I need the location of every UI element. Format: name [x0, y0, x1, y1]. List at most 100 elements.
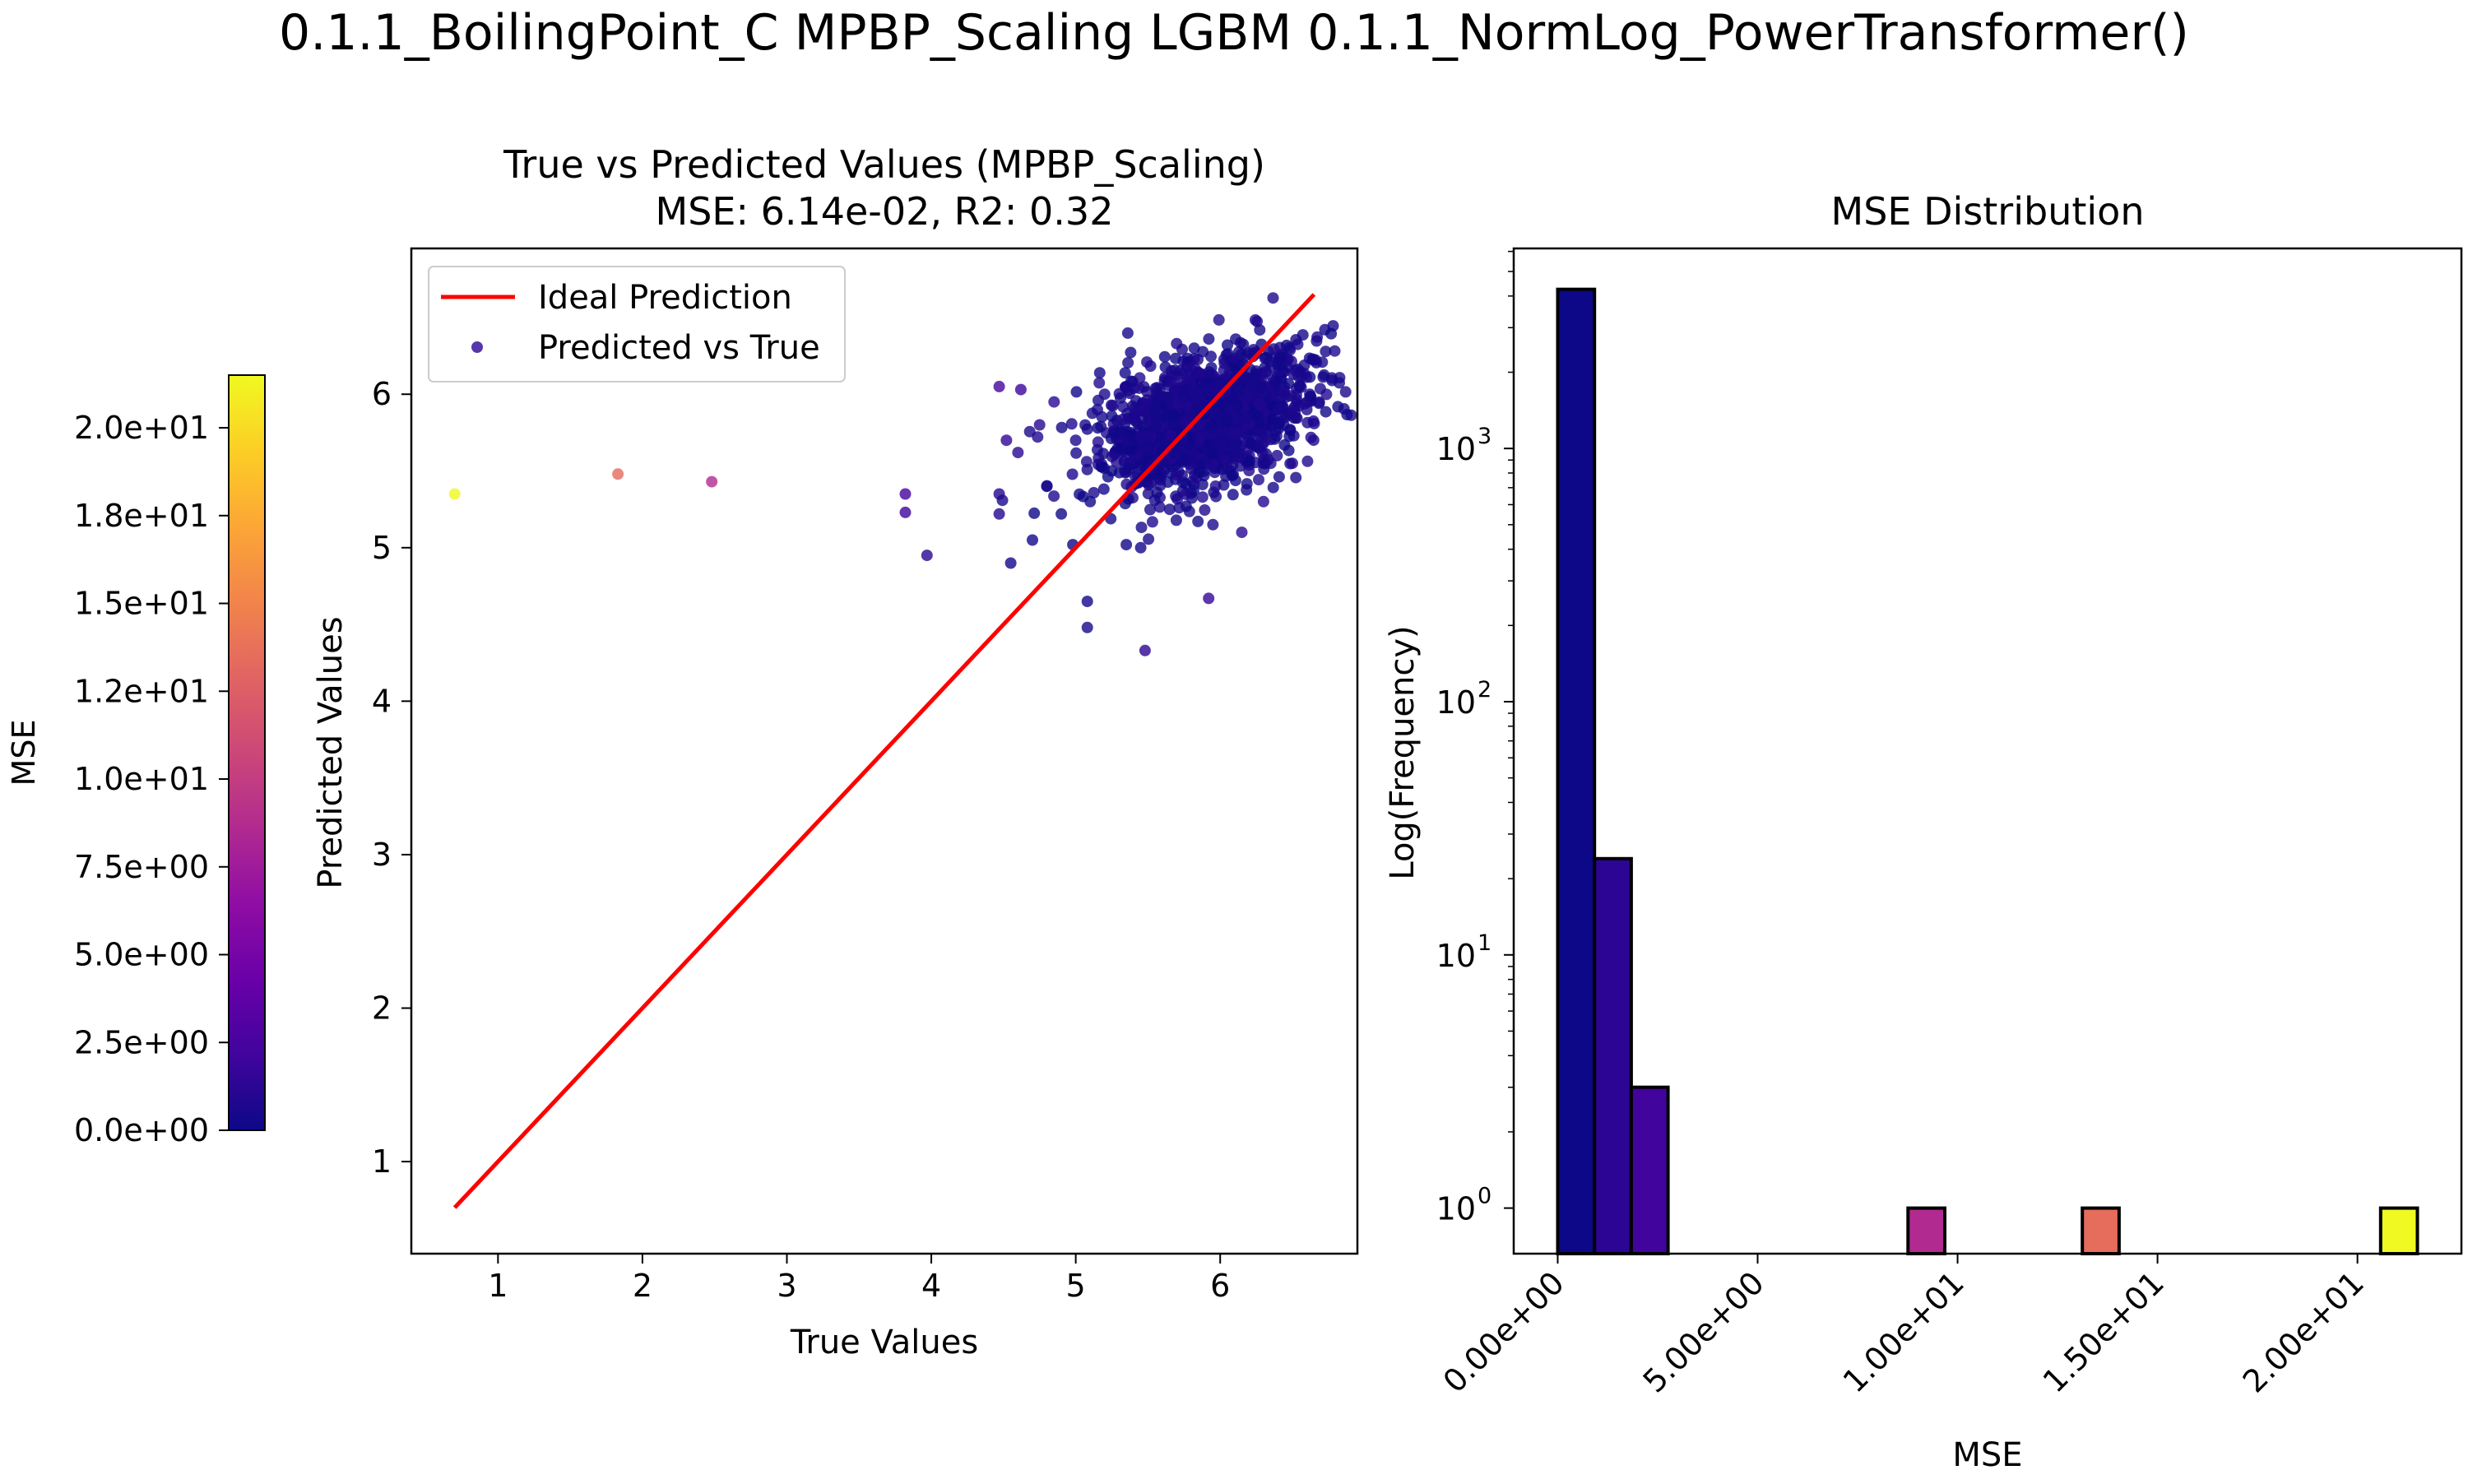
histogram-y-tick-label: 10: [1436, 938, 1476, 974]
scatter-point: [1168, 410, 1181, 422]
scatter-point: [1297, 329, 1309, 341]
scatter-point: [1168, 374, 1181, 387]
scatter-x-tick-label: 5: [1066, 1268, 1086, 1304]
scatter-point: [1217, 463, 1229, 475]
scatter-point: [1173, 502, 1185, 514]
scatter-point: [1320, 406, 1332, 418]
scatter-point: [1243, 455, 1255, 467]
scatter-point: [1135, 522, 1148, 534]
scatter-point: [1092, 403, 1103, 415]
scatter-point: [1253, 474, 1264, 486]
scatter-point: [1122, 357, 1134, 369]
scatter-subtitle: MSE: 6.14e-02, R2: 0.32: [656, 189, 1114, 234]
scatter-point: [1320, 388, 1333, 401]
scatter-point: [1055, 421, 1068, 434]
legend-frame: [428, 266, 846, 383]
scatter-point: [1148, 494, 1161, 506]
scatter-point: [1115, 392, 1126, 404]
colorbar-tick-label: 2.5e+00: [74, 1024, 209, 1060]
scatter-x-tick-label: 3: [777, 1268, 796, 1304]
scatter-point: [1292, 370, 1305, 383]
scatter-point: [1241, 484, 1253, 496]
histogram-bars: [1556, 287, 2419, 1256]
scatter-point: [1208, 404, 1221, 416]
scatter-point: [1098, 388, 1111, 401]
scatter-point: [1267, 413, 1278, 425]
scatter-point: [1135, 429, 1148, 442]
scatter-legend: Ideal Prediction Predicted vs True: [428, 266, 846, 383]
scatter-point: [1366, 383, 1377, 394]
scatter-point: [706, 475, 718, 488]
colorbar-tick-label: 1.0e+01: [74, 761, 209, 797]
histogram-bar: [1593, 856, 1633, 1256]
scatter-point: [448, 488, 461, 500]
scatter-point: [1146, 516, 1158, 528]
scatter-point: [1150, 420, 1162, 433]
scatter-point: [1004, 557, 1017, 569]
scatter-point: [1176, 343, 1188, 355]
scatter-point: [1183, 505, 1195, 517]
colorbar-gradient: [228, 374, 266, 1131]
scatter-point: [1196, 479, 1208, 490]
histogram-y-tick-exponent: 2: [1478, 677, 1491, 703]
scatter-point: [1206, 447, 1218, 459]
scatter-point: [1093, 452, 1105, 464]
scatter-point: [1097, 483, 1110, 495]
scatter-point: [1069, 434, 1082, 447]
scatter-point: [1325, 372, 1338, 384]
scatter-point: [1249, 313, 1261, 326]
colorbar: 0.0e+00 2.5e+00 5.0e+00 7.5e+00 1.0e+01 1.2e+…: [6, 374, 266, 1148]
scatter-title: True vs Predicted Values (MPBP_Scaling): [503, 142, 1265, 187]
histogram-x-tick-label: 0.00e+00: [1436, 1264, 1571, 1399]
scatter-point: [921, 550, 933, 562]
scatter-point: [1117, 401, 1130, 413]
scatter-x-tick-label: 4: [921, 1268, 941, 1304]
scatter-point: [1292, 338, 1304, 350]
scatter-point: [1283, 378, 1295, 390]
legend-marker-predicted-vs-true: [471, 341, 483, 353]
scatter-point: [1222, 412, 1234, 424]
scatter-point: [1293, 380, 1306, 392]
scatter-point: [1243, 465, 1255, 476]
histogram-y-tick-label: 10: [1436, 684, 1476, 721]
scatter-point: [1218, 357, 1231, 369]
scatter-point: [1213, 313, 1225, 326]
scatter-point: [1339, 386, 1352, 398]
scatter-point: [1311, 331, 1324, 343]
scatter-point: [1194, 432, 1206, 444]
scatter-point: [1208, 438, 1221, 451]
scatter-point: [1048, 396, 1060, 408]
colorbar-tick-label: 5.0e+00: [74, 937, 209, 973]
scatter-point: [1181, 352, 1194, 364]
scatter-y-tick-label: 3: [372, 837, 392, 873]
scatter-y-tick-label: 5: [372, 530, 392, 566]
scatter-point: [1081, 596, 1093, 608]
scatter-point: [1203, 592, 1215, 605]
scatter-point: [1205, 350, 1217, 363]
scatter-point: [1316, 356, 1329, 369]
colorbar-tick-label: 2.0e+01: [74, 410, 209, 446]
scatter-point: [1338, 403, 1350, 415]
scatter-point: [1041, 480, 1053, 493]
histogram-bar: [1906, 1206, 1947, 1255]
scatter-point: [1048, 490, 1060, 503]
scatter-point: [1212, 378, 1224, 391]
scatter-point: [1325, 327, 1338, 340]
scatter-point: [1070, 386, 1083, 398]
scatter-point: [1129, 414, 1140, 426]
histogram-x-tick-label: 1.50e+01: [2036, 1264, 2171, 1399]
scatter-point: [1303, 352, 1315, 364]
scatter-point: [1092, 436, 1104, 448]
scatter-point: [1222, 339, 1233, 351]
scatter-point: [1136, 441, 1148, 453]
colorbar-tick-label: 7.5e+00: [74, 849, 209, 885]
scatter-point: [899, 506, 912, 518]
scatter-point: [1170, 490, 1182, 503]
scatter-point: [1203, 366, 1215, 378]
scatter-point: [1155, 391, 1167, 403]
scatter-point: [1125, 426, 1136, 438]
scatter-point: [1287, 457, 1298, 470]
scatter-point: [1144, 503, 1156, 516]
scatter-point: [1301, 403, 1313, 415]
scatter-point: [1329, 345, 1341, 357]
